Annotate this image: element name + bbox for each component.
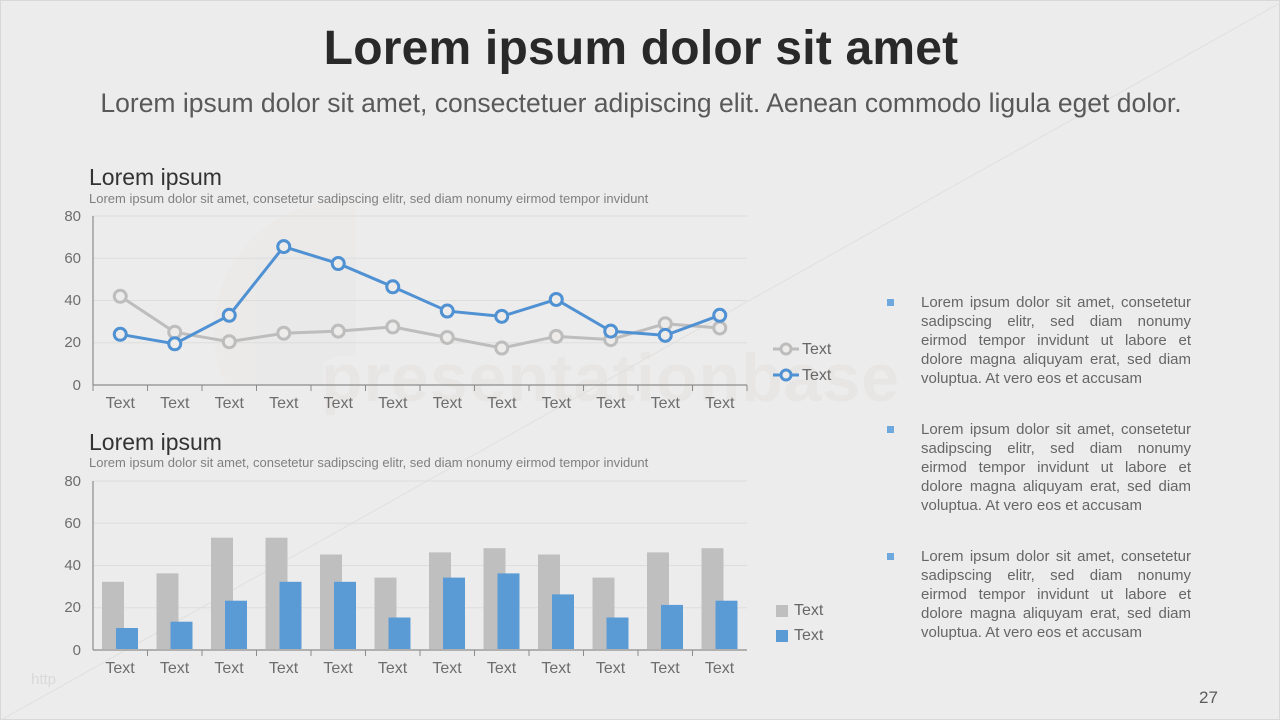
svg-text:20: 20 [64,599,81,616]
svg-text:60: 60 [64,515,81,532]
svg-text:Text: Text [378,660,408,677]
svg-text:Text: Text [541,660,571,677]
svg-text:Text: Text [323,660,353,677]
svg-text:Text: Text [794,627,824,644]
svg-text:Text: Text [269,660,299,677]
svg-text:80: 80 [64,473,81,490]
svg-text:Text: Text [160,660,190,677]
svg-text:Text: Text [214,660,244,677]
svg-text:Text: Text [487,660,517,677]
svg-text:40: 40 [64,557,81,574]
svg-text:Text: Text [105,660,135,677]
svg-text:Text: Text [432,660,462,677]
svg-text:0: 0 [73,642,81,659]
svg-text:Text: Text [794,602,824,619]
svg-text:Text: Text [596,660,626,677]
svg-text:Text: Text [650,660,680,677]
svg-text:Text: Text [705,660,735,677]
